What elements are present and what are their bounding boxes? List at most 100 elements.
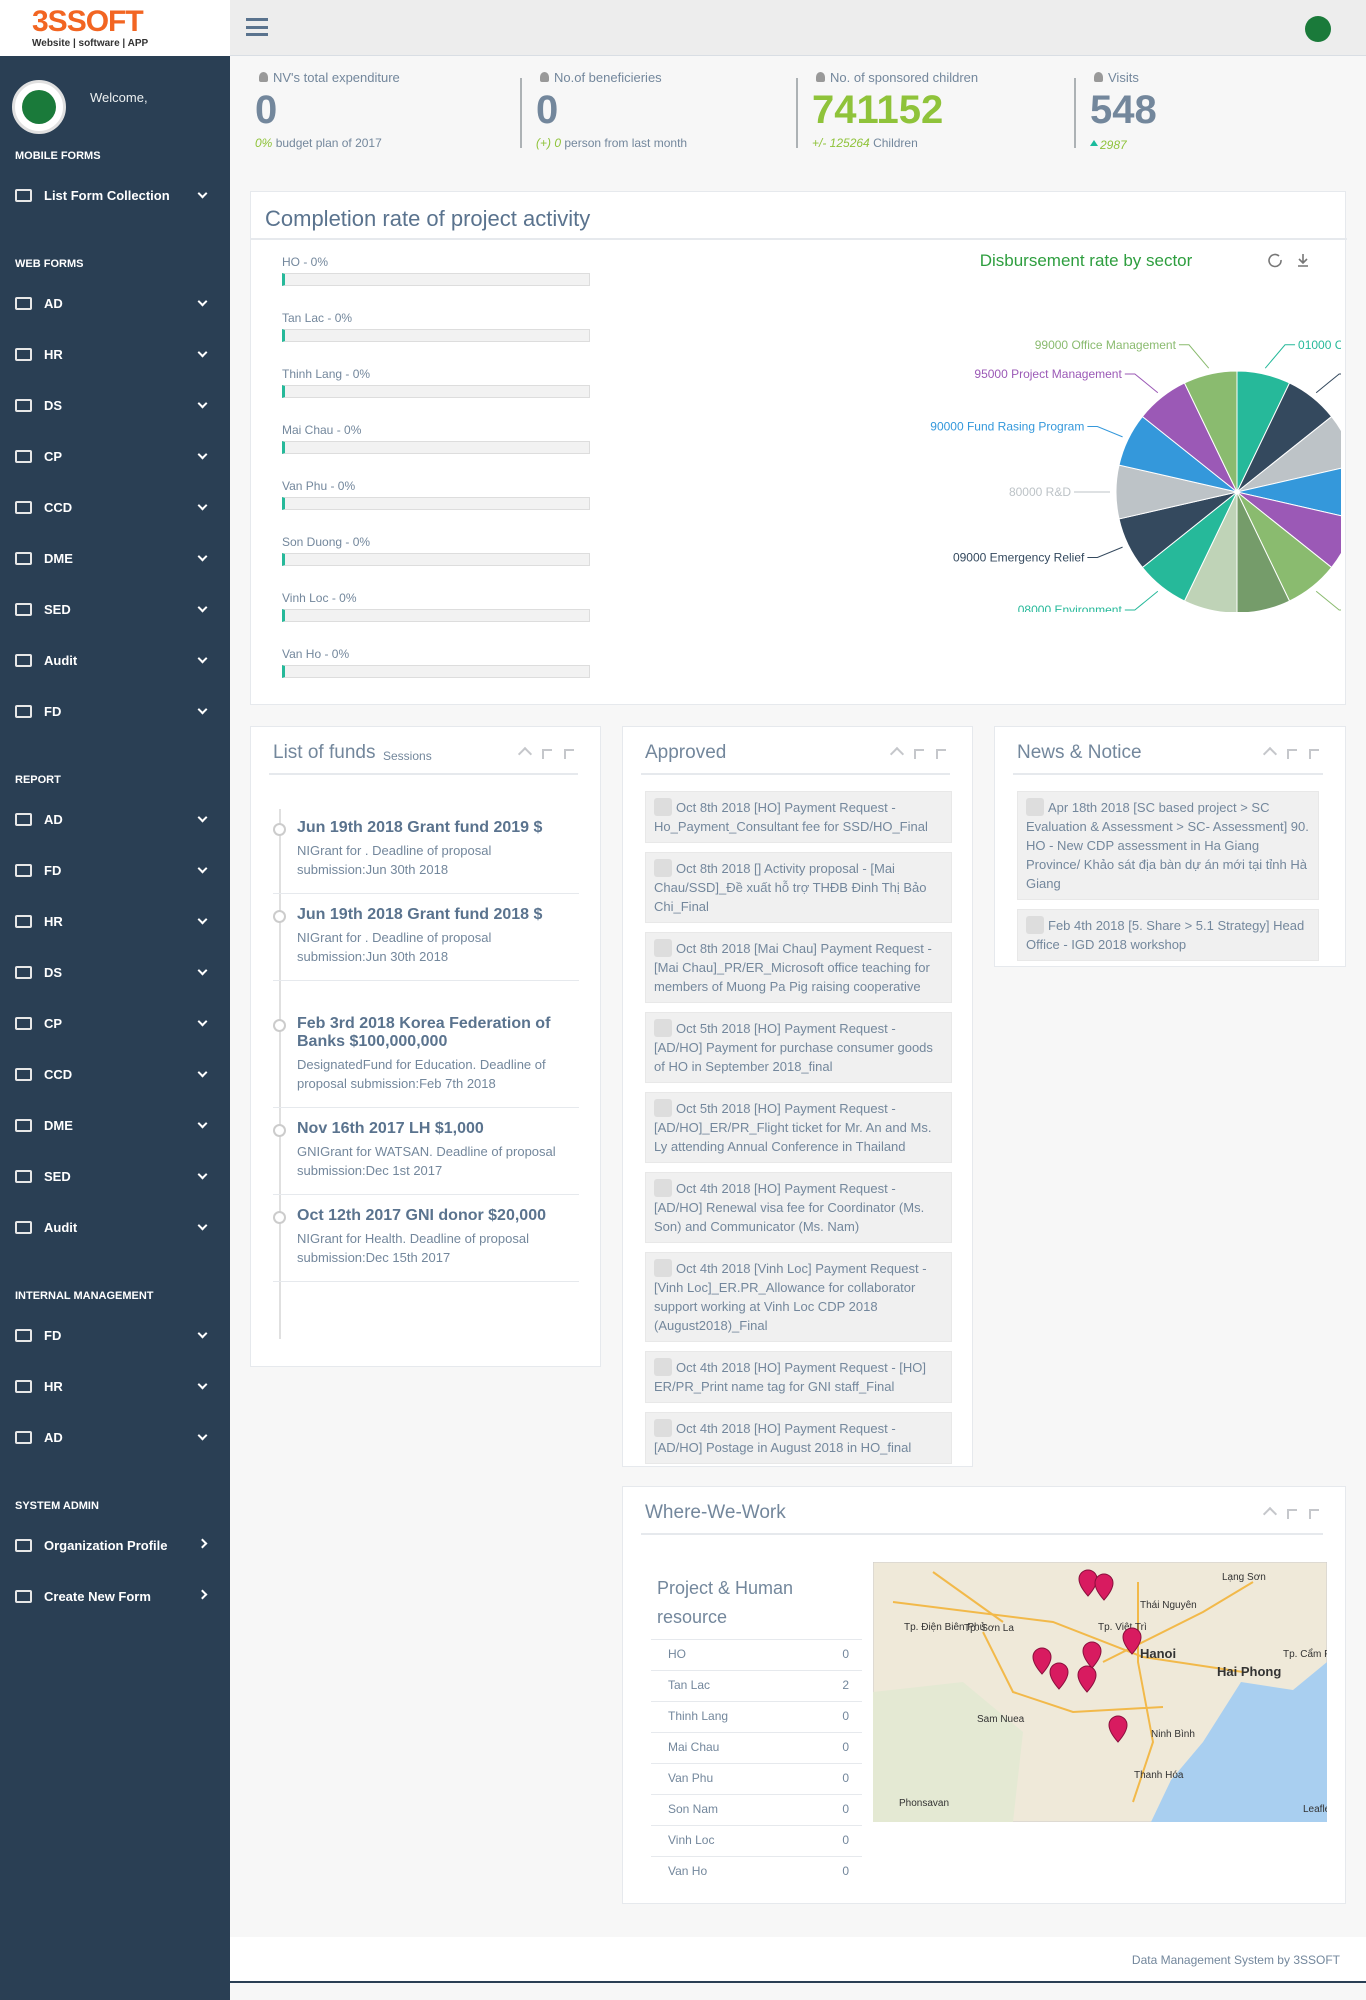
map-label: Thanh Hóa <box>1134 1770 1184 1781</box>
menu-label: CP <box>44 1016 63 1031</box>
item-text: Oct 8th 2018 [Mai Chau] Payment Request … <box>654 941 932 994</box>
where-panel: Where-We-Work Project & Human resource HO 0… <box>622 1486 1346 1904</box>
menu-item[interactable]: SED <box>0 1162 230 1194</box>
panel-tools[interactable] <box>1262 746 1319 762</box>
approved-item[interactable]: Oct 8th 2018 [HO] Payment Request - Ho_P… <box>645 791 952 843</box>
chevron <box>197 704 208 715</box>
row-name: Mai Chau <box>668 1740 720 1754</box>
row-name: HO <box>668 1647 686 1661</box>
footer-bar <box>230 1937 1366 1981</box>
chevron <box>197 1379 208 1390</box>
map-road <box>1132 1582 1155 1803</box>
menu-item[interactable]: Audit <box>0 646 230 678</box>
pie-slice <box>1236 491 1341 569</box>
menu-item[interactable]: Organization Profile <box>0 1531 230 1563</box>
menu-item[interactable]: HR <box>0 1372 230 1404</box>
checkbox <box>654 939 672 957</box>
menu-item[interactable]: FD <box>0 697 230 729</box>
panel-divider <box>1013 773 1323 775</box>
stat-label: No. of sponsored children <box>830 70 979 85</box>
menu-item[interactable]: HR <box>0 340 230 372</box>
menu-item[interactable]: FD <box>0 1321 230 1353</box>
top-bar <box>230 0 1366 56</box>
chevron <box>197 1118 208 1129</box>
approved-item[interactable]: Oct 4th 2018 [Vinh Loc] Payment Request … <box>645 1252 952 1342</box>
menu-item[interactable]: SED <box>0 595 230 627</box>
menu-icon <box>15 1590 32 1603</box>
pie-slice <box>1236 491 1291 612</box>
row-divider <box>651 1732 862 1733</box>
menu-label: HR <box>44 347 63 362</box>
progress-track <box>282 329 590 342</box>
stat-value: 0 <box>255 88 278 132</box>
map-marker <box>1049 1662 1069 1690</box>
approved-item[interactable]: Oct 5th 2018 [HO] Payment Request - [AD/… <box>645 1092 952 1163</box>
panel-title: Where-We-Work <box>645 1502 786 1523</box>
menu-item[interactable]: Create New Form <box>0 1582 230 1614</box>
timeline-line <box>279 809 281 1339</box>
menu-item[interactable]: DS <box>0 958 230 990</box>
news-item[interactable]: Feb 4th 2018 [5. Share > 5.1 Strategy] H… <box>1017 909 1319 961</box>
menu-item[interactable]: AD <box>0 805 230 837</box>
tool-icon <box>564 749 574 759</box>
tool-icon <box>1262 746 1278 762</box>
tagline: Website | software | APP <box>32 38 149 49</box>
menu-item[interactable]: DME <box>0 1111 230 1143</box>
user-avatar[interactable] <box>1305 16 1331 42</box>
menu-item[interactable]: DME <box>0 544 230 576</box>
pie-slice <box>1236 415 1341 493</box>
approved-item[interactable]: Oct 8th 2018 [] Activity proposal - [Mai… <box>645 852 952 923</box>
fund-item: Nov 16th 2017 LH $1,000 GNIGrant for WATS… <box>273 1108 579 1195</box>
row-divider <box>651 1639 862 1640</box>
stat-note: 2987 <box>1090 136 1127 152</box>
fund-item: Oct 12th 2017 GNI donor $20,000 NIGrant f… <box>273 1195 579 1282</box>
menu-icon <box>15 1017 32 1030</box>
approved-item[interactable]: Oct 4th 2018 [HO] Payment Request - [HO]… <box>645 1351 952 1403</box>
menu-toggle[interactable] <box>246 18 268 36</box>
menu-label: CP <box>44 449 63 464</box>
menu-label: AD <box>44 1430 63 1445</box>
menu-item[interactable]: FD <box>0 856 230 888</box>
menu-item[interactable]: List Form Collection <box>0 181 230 213</box>
tool-icon <box>1262 1506 1278 1522</box>
row-value: 0 <box>842 1709 849 1723</box>
menu-item[interactable]: HR <box>0 907 230 939</box>
approved-item[interactable]: Oct 4th 2018 [HO] Payment Request - [AD/… <box>645 1172 952 1243</box>
menu-label: HR <box>44 1379 63 1394</box>
pie-slice <box>1183 491 1238 612</box>
menu-item[interactable]: AD <box>0 1423 230 1455</box>
map-road <box>982 1631 1164 1714</box>
stat-note: (+) 0 person from last month <box>536 136 687 150</box>
menu-label: FD <box>44 863 62 878</box>
menu-item[interactable]: DS <box>0 391 230 423</box>
approved-item[interactable]: Oct 5th 2018 [HO] Payment Request - [AD/… <box>645 1012 952 1083</box>
menu-label: Audit <box>44 653 78 668</box>
news-item[interactable]: Apr 18th 2018 [SC based project > SC Eva… <box>1017 791 1319 900</box>
menu-item[interactable]: CP <box>0 1009 230 1041</box>
chevron <box>197 551 208 562</box>
map-label: Tp. Điện Biên Phủ <box>904 1621 985 1633</box>
menu-item[interactable]: CCD <box>0 1060 230 1092</box>
stat-icon <box>1094 72 1103 82</box>
fund-text: NIGrant for . Deadline of proposal submi… <box>297 930 492 964</box>
menu-item[interactable]: CP <box>0 442 230 474</box>
map-label: Hanoi <box>1140 1646 1176 1661</box>
menu-item[interactable]: AD <box>0 289 230 321</box>
approved-item[interactable]: Oct 4th 2018 [HO] Payment Request - [AD/… <box>645 1412 952 1464</box>
menu-icon <box>15 399 32 412</box>
stat-note: 0% budget plan of 2017 <box>255 136 382 150</box>
menu-icon <box>15 348 32 361</box>
approved-item[interactable]: Oct 8th 2018 [Mai Chau] Payment Request … <box>645 932 952 1003</box>
menu-icon <box>15 654 32 667</box>
menu-item[interactable]: Audit <box>0 1213 230 1245</box>
panel-divider <box>641 1533 1323 1535</box>
panel-tools[interactable] <box>517 746 574 762</box>
panel-tools[interactable] <box>889 746 946 762</box>
panel-tools[interactable] <box>1262 1506 1319 1522</box>
menu-item[interactable]: CCD <box>0 493 230 525</box>
item-text: Oct 4th 2018 [Vinh Loc] Payment Request … <box>654 1261 927 1333</box>
download-icon <box>1298 254 1308 267</box>
fund-list: Jun 19th 2018 Grant fund 2019 $ NIGrant f… <box>273 807 579 1282</box>
menu-label: CCD <box>44 500 73 515</box>
